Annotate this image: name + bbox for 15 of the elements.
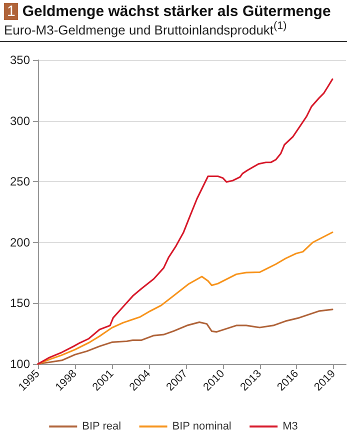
line-series [37, 232, 334, 365]
y-tick-label: 300 [10, 114, 30, 128]
text: 1 [4, 3, 18, 20]
y-tick-label: 100 [10, 357, 30, 371]
line-series [37, 78, 334, 365]
chart-subtitle: Euro-M3-Geldmenge und Bruttoinlandsprodukt$^{(1)}$ [4, 20, 288, 38]
legend-label: BIP real [82, 420, 122, 432]
chart-title: Geldmenge wächst stärker als Gütermenge [22, 3, 331, 20]
legend-label: M3 [282, 420, 298, 432]
y-tick-label: 350 [10, 53, 30, 67]
y-tick-label: 250 [10, 174, 30, 189]
line-series [37, 308, 334, 365]
y-tick-label: 200 [10, 235, 30, 250]
y-tick-label: 150 [10, 296, 30, 310]
legend-label: BIP nominal [172, 420, 232, 432]
